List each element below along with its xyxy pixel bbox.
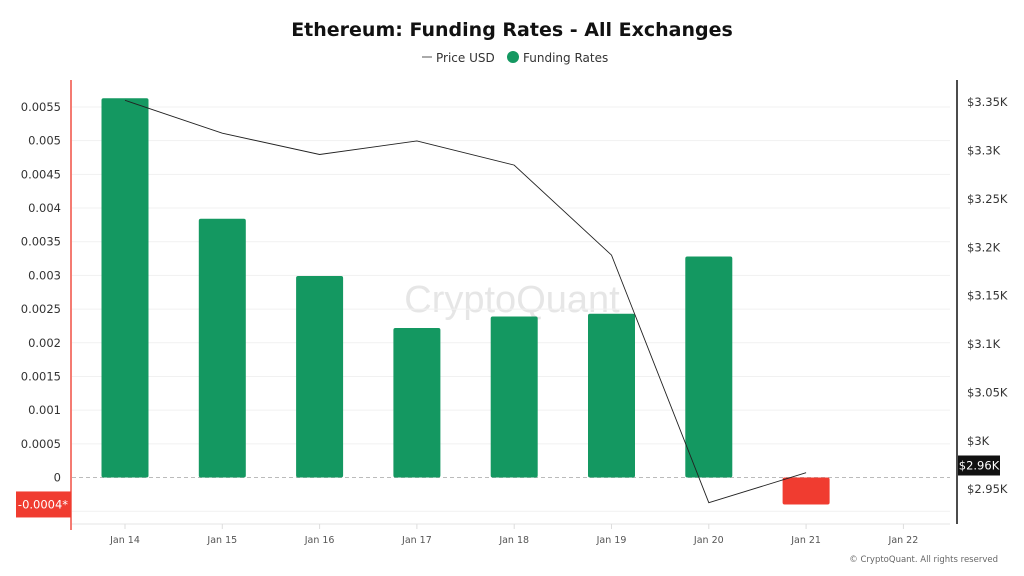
legend-dot-marker xyxy=(507,51,519,63)
x-tick-label: Jan 21 xyxy=(790,535,821,546)
right-tick-label: $3.1K xyxy=(967,337,1001,351)
funding-rate-bar xyxy=(101,98,149,478)
current-price-badge xyxy=(958,455,1000,476)
right-tick-label: $3.35K xyxy=(967,95,1008,109)
left-tick-label: 0.003 xyxy=(28,268,61,282)
x-tick-label: Jan 18 xyxy=(498,535,529,546)
right-tick-label: $3.15K xyxy=(967,289,1008,303)
x-tick-label: Jan 22 xyxy=(888,535,919,546)
chart-title: Ethereum: Funding Rates - All Exchanges xyxy=(291,19,733,41)
x-tick-label: Jan 17 xyxy=(401,535,432,546)
x-tick-label: Jan 15 xyxy=(206,535,237,546)
price-usd-line xyxy=(124,99,807,504)
right-tick-label: $3.25K xyxy=(967,192,1008,206)
current-funding-badge xyxy=(16,491,71,518)
right-tick-label: $3.2K xyxy=(967,240,1001,254)
right-tick-label: $3K xyxy=(967,434,990,448)
watermark: CryptoQuant xyxy=(404,279,620,321)
copyright: © CryptoQuant. All rights reserved xyxy=(849,555,998,565)
left-tick-label: 0.0035 xyxy=(21,235,61,249)
left-tick-label: 0.005 xyxy=(28,134,61,148)
x-tick-label: Jan 14 xyxy=(109,535,140,546)
funding-rate-bar xyxy=(782,477,830,505)
x-tick-label: Jan 16 xyxy=(304,535,335,546)
left-tick-label: 0.002 xyxy=(28,336,61,350)
left-tick-label: 0.0005 xyxy=(21,437,61,451)
funding-rate-bar xyxy=(198,218,246,478)
funding-rate-bar xyxy=(490,316,538,478)
right-tick-label: $2.95K xyxy=(967,482,1008,496)
left-tick-label: 0.0055 xyxy=(21,100,61,114)
current-funding-label: -0.0004* xyxy=(18,497,68,511)
legend: Price USD Funding Rates xyxy=(422,51,608,65)
left-tick-label: 0.001 xyxy=(28,403,61,417)
funding-rate-bar xyxy=(393,327,441,478)
funding-rate-bar xyxy=(296,276,344,478)
left-tick-label: 0 xyxy=(54,471,61,485)
current-price-label: $2.96K xyxy=(959,459,1000,473)
legend-funding-rates[interactable]: Funding Rates xyxy=(523,51,608,65)
right-tick-label: $3.05K xyxy=(967,385,1008,399)
left-tick-label: 0.004 xyxy=(28,201,61,215)
left-tick-label: 0.0045 xyxy=(21,167,61,181)
right-tick-label: $3.3K xyxy=(967,144,1001,158)
funding-rate-bar xyxy=(685,256,733,478)
x-tick-label: Jan 20 xyxy=(693,535,724,546)
legend-price-usd[interactable]: Price USD xyxy=(436,51,495,65)
left-tick-label: 0.0015 xyxy=(21,369,61,383)
x-tick-label: Jan 19 xyxy=(596,535,627,546)
left-tick-label: 0.0025 xyxy=(21,302,61,316)
funding-rate-bar xyxy=(588,313,635,478)
